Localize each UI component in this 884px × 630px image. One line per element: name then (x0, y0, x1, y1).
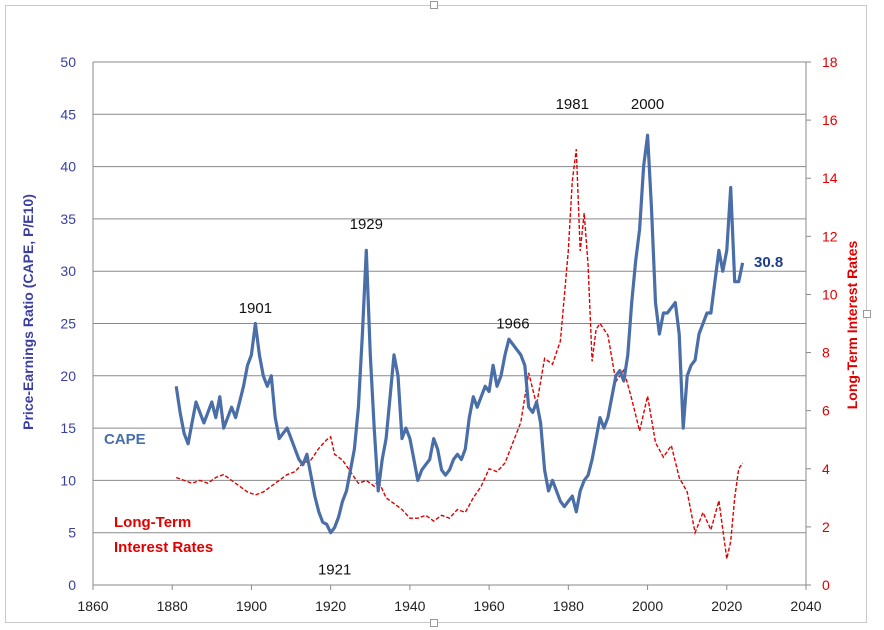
right-tick-label: 8 (822, 345, 830, 361)
axis-ticks: 0 5 10 15 20 25 30 35 40 45 50 0 2 4 6 8 10 12 14 16 18 1860 1… (60, 54, 837, 614)
right-tick-label: 16 (822, 112, 838, 128)
x-tick-label: 1940 (394, 598, 425, 614)
annotation-1966: 1966 (496, 316, 529, 333)
left-tick-label: 0 (68, 577, 76, 593)
grid-lines (92, 61, 807, 586)
annotation-1929: 1929 (350, 216, 383, 233)
left-tick-label: 45 (60, 106, 76, 122)
annotation-1901: 1901 (239, 300, 272, 317)
x-tick-label: 1920 (315, 598, 346, 614)
right-tick-label: 4 (822, 461, 830, 477)
chart-frame (5, 5, 867, 623)
resize-handle-top[interactable] (430, 1, 438, 9)
interest-rate-line (175, 149, 744, 560)
right-tick-label: 14 (822, 170, 838, 186)
x-tick-label: 1960 (474, 598, 505, 614)
left-tick-label: 5 (68, 525, 76, 541)
rates-series-label-line1: Long-Term (114, 514, 191, 531)
x-tick-label: 1980 (553, 598, 584, 614)
x-tick-label: 1900 (236, 598, 267, 614)
left-tick-label: 40 (60, 159, 76, 175)
right-tick-label: 18 (822, 54, 838, 70)
left-tick-label: 25 (60, 316, 76, 332)
annotations: 1901 1921 1929 1966 1981 2000 (239, 96, 665, 578)
left-tick-label: 30 (60, 263, 76, 279)
cape-series-label: CAPE (104, 431, 146, 448)
left-tick-label: 15 (60, 420, 76, 436)
annotation-1981: 1981 (556, 96, 589, 113)
rates-series-label-line2: Interest Rates (114, 539, 213, 556)
left-tick-label: 50 (60, 54, 76, 70)
x-tick-label: 1880 (157, 598, 188, 614)
annotation-2000: 2000 (631, 96, 664, 113)
x-tick-label: 2020 (711, 598, 742, 614)
resize-handle-right[interactable] (863, 310, 871, 318)
right-tick-label: 12 (822, 228, 838, 244)
resize-handle-bottom[interactable] (430, 619, 438, 627)
right-tick-label: 0 (822, 577, 830, 593)
right-tick-label: 10 (822, 286, 838, 302)
cape-line (174, 133, 745, 535)
x-tick-label: 1860 (77, 598, 108, 614)
cape-series (174, 133, 745, 535)
right-tick-label: 2 (822, 519, 830, 535)
x-tick-label: 2000 (632, 598, 663, 614)
left-axis-title: Price-Earnings Ratio (CAPE, P/E10) (20, 194, 36, 430)
left-tick-label: 35 (60, 211, 76, 227)
right-axis-title: Long-Term Interest Rates (844, 241, 860, 410)
left-tick-label: 10 (60, 472, 76, 488)
left-tick-label: 20 (60, 368, 76, 384)
cape-last-value-label: 30.8 (754, 254, 783, 271)
interest-rate-series (175, 149, 744, 560)
right-tick-label: 6 (822, 403, 830, 419)
annotation-1921: 1921 (318, 561, 351, 578)
x-tick-label: 2040 (790, 598, 821, 614)
